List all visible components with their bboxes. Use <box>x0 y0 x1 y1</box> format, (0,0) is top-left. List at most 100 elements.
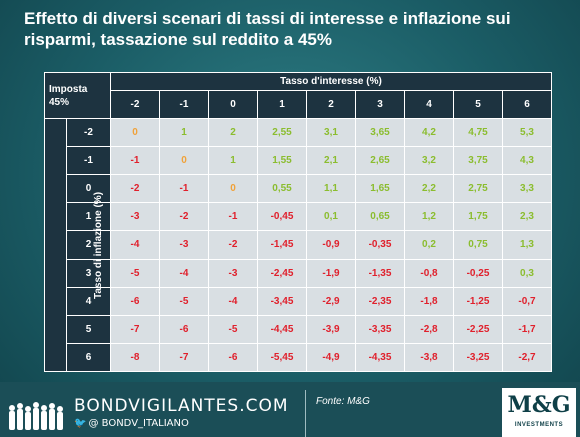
table-cell: 4,3 <box>502 146 552 176</box>
column-group-label: Tasso d'interesse (%) <box>110 72 552 91</box>
rate-inflation-table: Imposta 45% Tasso d'interesse (%) -2 -1 0 1 2 3 4… <box>44 72 552 373</box>
table-cell: -2 <box>159 202 209 232</box>
table-cell: 3,65 <box>355 117 405 148</box>
table-cell: 1,1 <box>306 174 356 204</box>
table-cell: -0,9 <box>306 230 356 260</box>
table-cell: -3,8 <box>404 342 454 373</box>
table-cell: -0,8 <box>404 258 454 288</box>
twitter-handle-text: @ BONDV_ITALIANO <box>88 418 189 429</box>
column-header: 0 <box>208 90 258 119</box>
table-cell: 0 <box>208 174 258 204</box>
table-cell: -2,8 <box>404 314 454 344</box>
table-cell: -5 <box>110 258 160 288</box>
row-header: 3 <box>66 258 111 288</box>
table-cell: -0,35 <box>355 230 405 260</box>
data-table-panel: Imposta 45% Tasso d'interesse (%) -2 -1 0 1 2 3 4… <box>44 72 552 373</box>
table-cell: 4,75 <box>453 117 503 148</box>
table-cell: 2,3 <box>502 202 552 232</box>
table-cell: -6 <box>159 314 209 344</box>
column-header: 4 <box>404 90 454 119</box>
table-cell: -1,45 <box>257 230 307 260</box>
table-cell: 1,65 <box>355 174 405 204</box>
table-row: 0 -2 -1 0 0,55 1,1 1,65 2,2 2,75 3,3 <box>45 174 552 204</box>
table-cell: -1 <box>159 174 209 204</box>
table-cell: -1,8 <box>404 286 454 316</box>
table-cell: 2 <box>208 117 258 148</box>
header-row-group: Imposta 45% Tasso d'interesse (%) <box>44 72 552 119</box>
column-header: -1 <box>159 90 209 119</box>
row-header: -2 <box>66 117 111 148</box>
table-row: 4 -6 -5 -4 -3,45 -2,9 -2,35 -1,8 -1,25 -0,7 <box>45 286 552 316</box>
table-cell: 3,2 <box>404 146 454 176</box>
table-cell: 3,75 <box>453 146 503 176</box>
table-cell: -5 <box>159 286 209 316</box>
table-cell: 3,1 <box>306 117 356 148</box>
table-row: Tasso di inflazione (%) -2 0 1 2 2,55 3,1 3,65 4… <box>44 117 552 372</box>
corner-label-line2: 45% <box>49 96 70 108</box>
table-cell: -3,45 <box>257 286 307 316</box>
footer-bar: BONDVIGILANTES.COM 🐦 @ BONDV_ITALIANO Fon… <box>0 382 580 437</box>
table-cell: -2,9 <box>306 286 356 316</box>
header-row-columns: -2 -1 0 1 2 3 4 5 6 <box>45 90 552 119</box>
row-group-label: Tasso di inflazione (%) <box>44 118 104 372</box>
source-note: Fonte: M&G <box>316 396 370 407</box>
table-cell: 4,2 <box>404 117 454 148</box>
table-cell: 1 <box>159 117 209 148</box>
table-cell: 0,75 <box>453 230 503 260</box>
table-cell: 3,3 <box>502 174 552 204</box>
mg-logo: M&G INVESTMENTS <box>502 388 576 437</box>
mg-logo-subtext: INVESTMENTS <box>514 422 564 428</box>
table-cell: -0,7 <box>502 286 552 316</box>
table-cell: -1,7 <box>502 314 552 344</box>
corner-label-line1: Imposta <box>49 83 88 95</box>
table-cell: 0,2 <box>404 230 454 260</box>
table-cell: -6 <box>110 286 160 316</box>
table-cell: -3 <box>159 230 209 260</box>
row-header: -1 <box>66 146 111 176</box>
table-cell: -1,25 <box>453 286 503 316</box>
table-cell: -2,45 <box>257 258 307 288</box>
table-cell: -3 <box>110 202 160 232</box>
row-header: 5 <box>66 314 111 344</box>
table-cell: 0,3 <box>502 258 552 288</box>
table-cell: -1 <box>208 202 258 232</box>
footer-divider <box>305 390 306 437</box>
column-header: -2 <box>110 90 160 119</box>
column-header: 1 <box>257 90 307 119</box>
table-cell: 1,55 <box>257 146 307 176</box>
table-cell: -2 <box>208 230 258 260</box>
table-cell: -2,7 <box>502 342 552 373</box>
table-row: 2 -4 -3 -2 -1,45 -0,9 -0,35 0,2 0,75 1,3 <box>45 230 552 260</box>
table-cell: 1,75 <box>453 202 503 232</box>
column-header: 6 <box>502 90 552 119</box>
table-cell: -4 <box>208 286 258 316</box>
corner-label: Imposta 45% <box>44 72 111 119</box>
table-cell: -3,9 <box>306 314 356 344</box>
table-row: 6 -8 -7 -6 -5,45 -4,9 -4,35 -3,8 -3,25 -2,7 <box>45 342 552 373</box>
table-cell: -4,35 <box>355 342 405 373</box>
column-header: 2 <box>306 90 356 119</box>
table-cell: -4,9 <box>306 342 356 373</box>
table-cell: 1,3 <box>502 230 552 260</box>
table-cell: -1,9 <box>306 258 356 288</box>
twitter-handle[interactable]: 🐦 @ BONDV_ITALIANO <box>74 418 189 429</box>
column-header: 3 <box>355 90 405 119</box>
table-cell: -1 <box>110 146 160 176</box>
table-row: 5 -7 -6 -5 -4,45 -3,9 -3,35 -2,8 -2,25 -1,7 <box>45 314 552 344</box>
table-cell: -8 <box>110 342 160 373</box>
table-cell: 1 <box>208 146 258 176</box>
brand-name[interactable]: BONDVIGILANTES.COM <box>74 396 289 416</box>
table-cell: -2 <box>110 174 160 204</box>
column-header: 5 <box>453 90 503 119</box>
table-cell: -4,45 <box>257 314 307 344</box>
table-cell: -2,25 <box>453 314 503 344</box>
row-header: 0 <box>66 174 111 204</box>
table-cell: -7 <box>159 342 209 373</box>
table-row: 3 -5 -4 -3 -2,45 -1,9 -1,35 -0,8 -0,25 0,3 <box>45 258 552 288</box>
twitter-bird-icon: 🐦 <box>74 418 87 429</box>
chart-title: Effetto di diversi scenari di tassi di i… <box>24 9 511 49</box>
table-row: 1 -3 -2 -1 -0,45 0,1 0,65 1,2 1,75 2,3 <box>45 202 552 232</box>
row-group-label-text: Tasso di inflazione (%) <box>93 191 105 299</box>
mg-logo-text: M&G <box>507 392 571 418</box>
table-cell: 0,1 <box>306 202 356 232</box>
